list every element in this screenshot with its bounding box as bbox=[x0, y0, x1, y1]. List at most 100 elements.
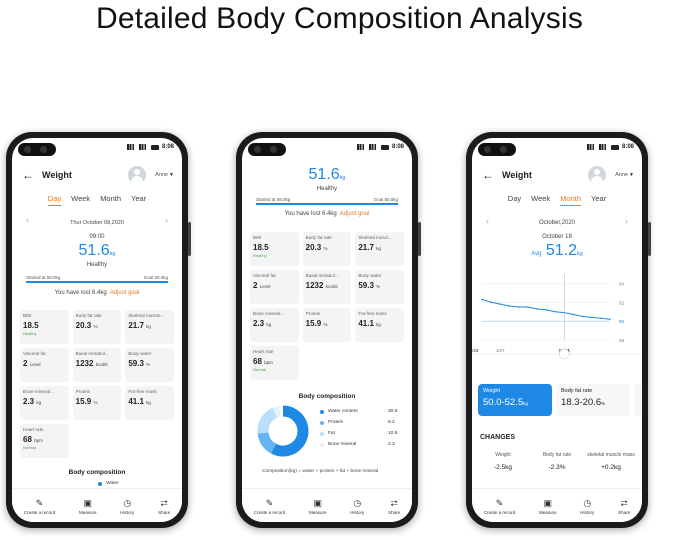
nav-share[interactable]: ⮂ Share bbox=[158, 498, 171, 515]
phone-body-composition: 8:08 51.6kg Healthy Started at 58.0kg Go… bbox=[236, 132, 421, 528]
range-card-weight[interactable]: Weight 50.0-52.5kg bbox=[478, 384, 552, 416]
legend-item: Water content 30.6 bbox=[320, 406, 404, 417]
metric-label: Basal metabol... bbox=[75, 351, 109, 356]
metric-card[interactable]: Basal metabol... 1232 kcal/d bbox=[302, 270, 352, 304]
metric-card[interactable]: Visceral fat 2 Level bbox=[250, 270, 299, 304]
donut-slice-1 bbox=[257, 431, 277, 454]
data-point bbox=[609, 318, 611, 321]
chevron-right-icon[interactable]: › bbox=[165, 215, 168, 225]
metric-number: 2 bbox=[23, 359, 28, 368]
tab-day[interactable]: Day bbox=[507, 194, 522, 203]
tab-month[interactable]: Month bbox=[560, 194, 582, 206]
screen-title: Weight bbox=[42, 170, 72, 180]
weight-status: Healthy bbox=[316, 186, 338, 192]
legend-value: 30.6 bbox=[388, 409, 398, 414]
metric-number: 68 bbox=[253, 357, 262, 366]
metric-card[interactable]: Bone mineral... 2.3 kg bbox=[250, 308, 299, 342]
caret-down-icon[interactable]: ▼ bbox=[629, 172, 634, 178]
body-composition-title: Body composition bbox=[298, 393, 356, 400]
status-time: 8:08 bbox=[161, 144, 174, 150]
nav-label: Share bbox=[158, 509, 171, 515]
chevron-left-icon[interactable]: ‹ bbox=[26, 215, 29, 225]
metric-card[interactable]: BMI 18.5 Healthy bbox=[250, 232, 299, 266]
metric-number: 21.7 bbox=[128, 321, 144, 330]
nav-label: Share bbox=[388, 509, 401, 515]
metric-card[interactable]: Protein 15.9 % bbox=[302, 308, 352, 342]
tab-week[interactable]: Week bbox=[71, 194, 91, 203]
back-arrow-icon[interactable]: ← bbox=[482, 168, 494, 182]
page-title: Detailed Body Composition Analysis bbox=[95, 2, 584, 35]
nav-create-a-record[interactable]: ✎ Create a record bbox=[484, 498, 515, 515]
caret-down-icon[interactable]: ▼ bbox=[169, 172, 174, 178]
metric-card[interactable]: Fat-free mass 41.1 kg bbox=[125, 386, 174, 420]
metric-label: Protein bbox=[305, 311, 321, 316]
metric-number: 15.9 bbox=[305, 319, 322, 328]
nav-label: Measure bbox=[308, 509, 327, 515]
legend-dot bbox=[320, 420, 324, 425]
metric-card[interactable]: Body water 59.3 % bbox=[355, 270, 404, 304]
tab-month[interactable]: Month bbox=[100, 194, 122, 203]
metric-card[interactable]: Heart rate 68 bpm Normal bbox=[250, 346, 299, 380]
scale-icon: ▣ bbox=[83, 497, 92, 508]
nav-history[interactable]: ◷ History bbox=[120, 498, 134, 515]
metric-card[interactable]: Visceral fat 2 Level bbox=[20, 348, 69, 382]
metric-card[interactable]: Bone mineral... 2.3 kg bbox=[20, 386, 69, 420]
back-arrow-icon[interactable]: ← bbox=[22, 168, 34, 182]
metric-unit: % bbox=[376, 284, 381, 289]
adjust-goal-link[interactable]: Adjust goal bbox=[109, 290, 140, 296]
card-unit: kg bbox=[523, 401, 528, 406]
goal-end: Goal 50.0kg bbox=[373, 197, 398, 202]
nav-measure[interactable]: ▣ Measure bbox=[78, 497, 97, 515]
metric-card[interactable]: Body fat rate 20.3 % bbox=[72, 310, 122, 344]
change-value: +0.2kg bbox=[601, 464, 621, 471]
metric-unit: % bbox=[146, 362, 151, 367]
nav-share[interactable]: ⮂ Share bbox=[618, 498, 630, 515]
metric-card[interactable]: BMI 18.5 Healthy bbox=[20, 310, 69, 344]
legend-item: Bone mineral 2.3 bbox=[320, 439, 404, 450]
user-name[interactable]: Anne bbox=[615, 172, 628, 178]
tab-day[interactable]: Day bbox=[47, 194, 62, 206]
body-composition-title: Body composition bbox=[68, 469, 126, 476]
metric-card[interactable]: Skeletal muscle... 21.7 kg bbox=[125, 310, 174, 344]
avatar[interactable] bbox=[128, 166, 146, 184]
nav-create-a-record[interactable]: ✎ Create a record bbox=[24, 498, 55, 515]
nav-label: Measure bbox=[78, 509, 97, 515]
user-name[interactable]: Anne bbox=[155, 172, 168, 178]
nav-measure[interactable]: ▣ Measure bbox=[539, 498, 557, 515]
x-tick-label: 10/14 bbox=[472, 348, 479, 353]
metric-number: 18.5 bbox=[23, 321, 39, 330]
metric-card[interactable]: Basal metabol... 1232 kcal/d bbox=[72, 348, 122, 382]
tab-week[interactable]: Week bbox=[531, 194, 551, 203]
metric-card[interactable]: Skeletal muscl... 21.7 kg bbox=[355, 232, 404, 266]
chevron-left-icon[interactable]: ‹ bbox=[486, 216, 489, 226]
tab-year[interactable]: Year bbox=[131, 194, 147, 203]
metric-card[interactable]: Body water 59.3 % bbox=[125, 348, 174, 382]
x-tick-label: 10/28 bbox=[472, 348, 479, 353]
data-point bbox=[581, 315, 584, 318]
nav-measure[interactable]: ▣ Measure bbox=[308, 498, 327, 515]
chevron-right-icon[interactable]: › bbox=[625, 216, 628, 226]
metric-value: 2.3 kg bbox=[23, 397, 66, 406]
metric-card[interactable]: Protein 15.9 % bbox=[72, 386, 122, 420]
x-tick-label: 10/7 bbox=[496, 348, 505, 353]
metric-card[interactable]: Heart rate 68 bpm Normal bbox=[20, 424, 69, 458]
metric-label: Heart rate bbox=[253, 349, 274, 354]
metric-value: 21.7 kg bbox=[128, 321, 171, 330]
metric-card[interactable]: Fat-free mass 41.1 kg bbox=[355, 308, 404, 342]
screen-title: Weight bbox=[502, 170, 532, 180]
metric-card[interactable]: Body fat rate 20.3 % bbox=[302, 232, 352, 266]
selected-date: October 18 bbox=[542, 234, 572, 240]
adjust-goal-link[interactable]: Adjust goal bbox=[339, 211, 370, 217]
range-card-partial[interactable] bbox=[634, 384, 642, 416]
range-card-body-fat-rate[interactable]: Body fat rate 18.3-20.6% bbox=[556, 384, 630, 416]
timeline-slider-handle[interactable] bbox=[558, 348, 570, 360]
range-cards: Weight 50.0-52.5kg Body fat rate 18.3-20.6% bbox=[478, 384, 642, 416]
nav-create-a-record[interactable]: ✎ Create a record bbox=[254, 498, 285, 515]
nav-history[interactable]: ◷ History bbox=[580, 498, 594, 515]
tab-year[interactable]: Year bbox=[591, 194, 607, 203]
avatar[interactable] bbox=[588, 166, 606, 184]
nav-share[interactable]: ⮂ Share bbox=[388, 498, 401, 515]
metric-label: Body water bbox=[358, 273, 382, 278]
nav-history[interactable]: ◷ History bbox=[350, 498, 364, 515]
